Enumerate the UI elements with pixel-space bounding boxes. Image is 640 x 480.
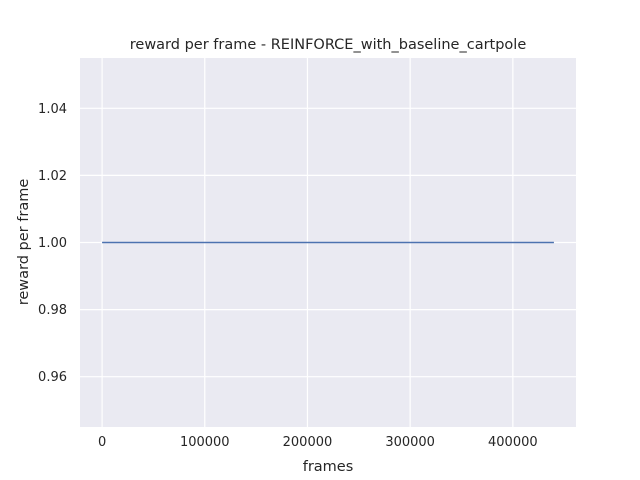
x-tick-label: 200000 [283, 435, 333, 450]
y-tick-labels: 0.96 0.98 1.00 1.02 1.04 [38, 102, 67, 385]
y-tick-label: 0.96 [38, 370, 67, 385]
x-axis-label: frames [303, 459, 354, 475]
y-tick-label: 1.02 [38, 169, 67, 184]
x-tick-label: 0 [98, 435, 106, 450]
x-tick-label: 100000 [180, 435, 230, 450]
chart-title: reward per frame - REINFORCE_with_baseli… [130, 37, 527, 53]
y-tick-label: 0.98 [38, 303, 67, 318]
y-axis-label: reward per frame [16, 179, 32, 306]
x-tick-labels: 0 100000 200000 300000 400000 [98, 435, 538, 450]
y-tick-label: 1.00 [38, 236, 67, 251]
x-tick-label: 300000 [385, 435, 435, 450]
x-tick-label: 400000 [488, 435, 538, 450]
y-tick-label: 1.04 [38, 102, 67, 117]
